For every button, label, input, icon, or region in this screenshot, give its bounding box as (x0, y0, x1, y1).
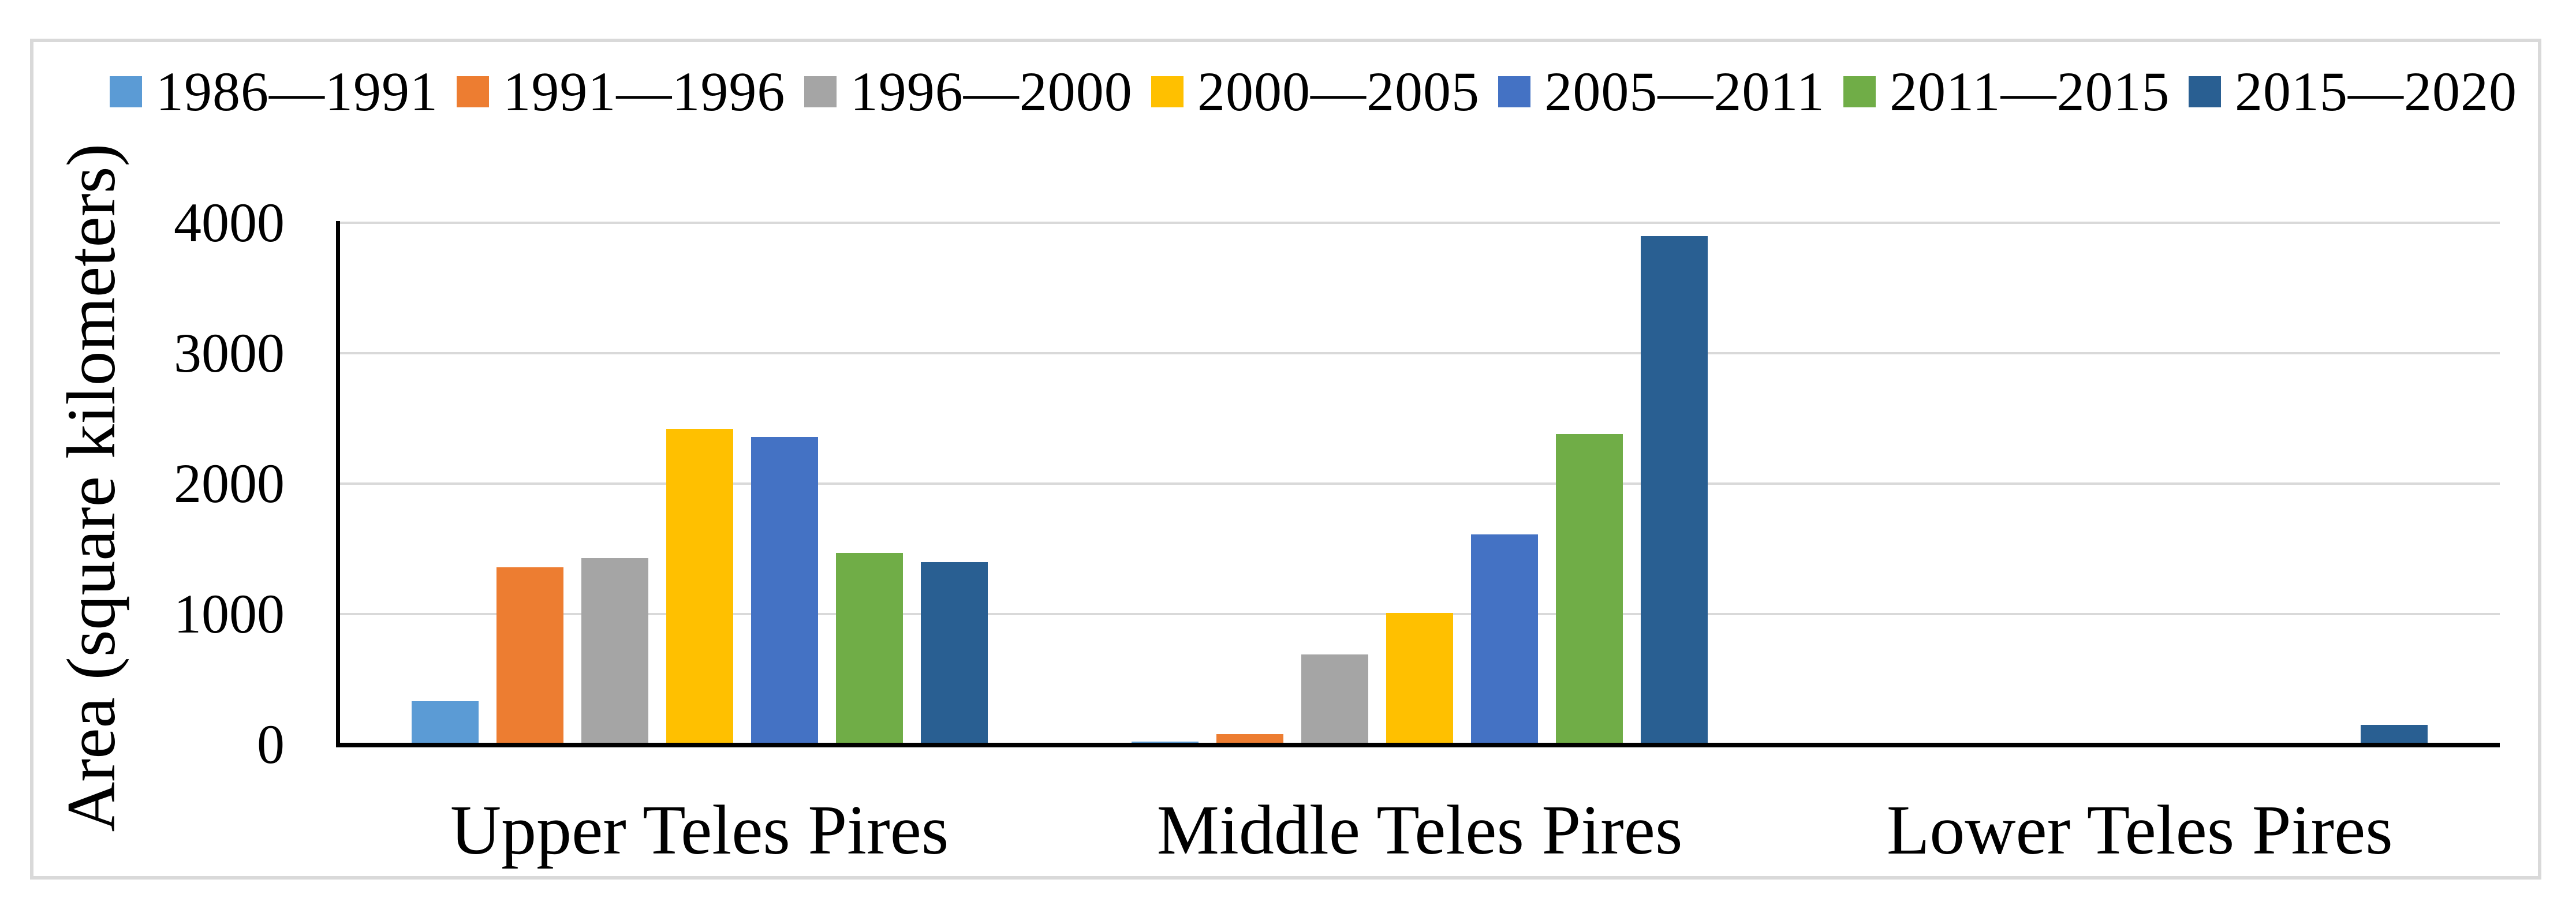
bar (921, 562, 988, 744)
bar (666, 429, 733, 744)
bar (1301, 654, 1368, 744)
legend-swatch (457, 76, 490, 107)
bar (412, 701, 479, 744)
bar (581, 558, 648, 744)
legend-label: 2015—2020 (2234, 61, 2517, 122)
y-axis-tick-label: 3000 (174, 322, 285, 384)
gridline (339, 222, 2500, 224)
y-axis-tick-label: 0 (257, 713, 285, 775)
legend-item: 2015—2020 (2188, 61, 2517, 122)
legend-item: 2005—2011 (1498, 64, 1824, 119)
x-category-label: Middle Teles Pires (1156, 791, 1683, 869)
bar (836, 553, 903, 744)
legend-label: 1986—1991 (156, 61, 438, 122)
bar (1471, 534, 1538, 744)
figure-border (30, 39, 2541, 880)
legend-item: 2000—2005 (1151, 64, 1480, 119)
legend-item: 2011—2015 (1843, 64, 2170, 119)
y-axis-tick-label: 4000 (174, 192, 285, 253)
legend-swatch (804, 76, 837, 107)
bar (1556, 434, 1623, 744)
x-category-label: Lower Teles Pires (1886, 791, 2393, 869)
legend-swatch (1151, 76, 1184, 107)
legend-swatch (1843, 76, 1876, 107)
bar (1216, 734, 1283, 744)
bar (496, 567, 563, 744)
legend-item: 1996—2000 (804, 64, 1133, 119)
y-axis-tick-label: 1000 (174, 583, 285, 645)
chart-legend: 1986—1991 1991—1996 1996—2000 2000—2005 2005… (110, 58, 2517, 126)
legend-swatch (110, 76, 142, 107)
gridline (339, 352, 2500, 354)
bar (1386, 613, 1453, 744)
y-axis-tick-label: 2000 (174, 452, 285, 514)
y-axis-line (336, 221, 340, 747)
legend-swatch (1498, 76, 1531, 107)
gridline (339, 482, 2500, 485)
bar (1641, 236, 1708, 744)
legend-label: 2005—2011 (1544, 61, 1825, 122)
bar (751, 437, 818, 744)
x-category-label: Upper Teles Pires (450, 791, 949, 869)
legend-label: 2000—2005 (1197, 61, 1480, 122)
legend-swatch (2188, 76, 2221, 107)
legend-label: 1991—1996 (503, 61, 786, 122)
legend-label: 1996—2000 (850, 61, 1133, 122)
legend-label: 2011—2015 (1890, 61, 2170, 122)
legend-item: 1986—1991 (110, 64, 438, 119)
bar (2361, 725, 2428, 744)
legend-item: 1991—1996 (457, 64, 785, 119)
x-axis-line (336, 743, 2500, 747)
